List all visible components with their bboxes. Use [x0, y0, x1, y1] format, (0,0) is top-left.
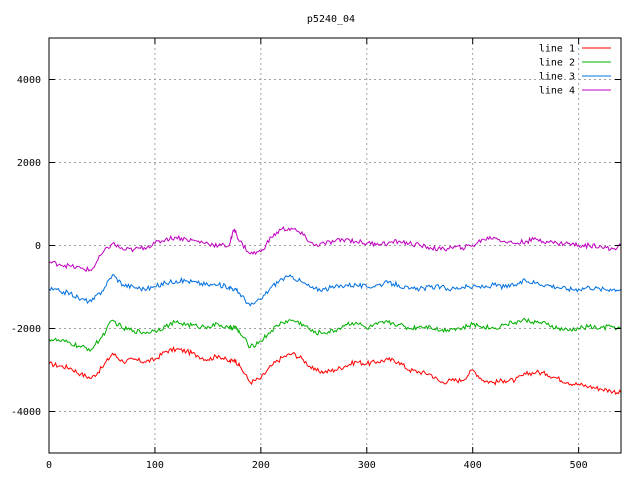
x-tick-label: 500 — [570, 460, 588, 471]
x-tick-label: 300 — [358, 460, 376, 471]
y-tick-label: -2000 — [11, 324, 41, 335]
series-group — [48, 225, 622, 396]
series-line-3 — [48, 274, 622, 307]
x-tick-label: 400 — [464, 460, 482, 471]
x-tick-label: 100 — [146, 460, 164, 471]
series-line-2 — [48, 317, 622, 352]
series-line-4 — [49, 225, 622, 273]
y-tick-label: 2000 — [17, 158, 41, 169]
grid — [49, 38, 621, 453]
chart-title: p5240_04 — [307, 14, 355, 25]
series-line-1 — [48, 345, 622, 396]
axes: 0 100 200 300 400 500 -4000 -2000 0 2000 4000 — [11, 38, 621, 471]
legend-label: line 2 — [539, 58, 575, 69]
x-tick-label: 0 — [46, 460, 52, 471]
y-tick-label: 4000 — [17, 75, 41, 86]
legend-label: line 4 — [539, 86, 575, 97]
legend-label: line 1 — [539, 44, 575, 55]
legend-label: line 3 — [539, 72, 575, 83]
y-tick-label: -4000 — [11, 407, 41, 418]
y-tick-label: 0 — [35, 241, 41, 252]
legend: line 1 line 2 line 3 line 4 — [539, 44, 611, 97]
x-tick-label: 200 — [252, 460, 270, 471]
